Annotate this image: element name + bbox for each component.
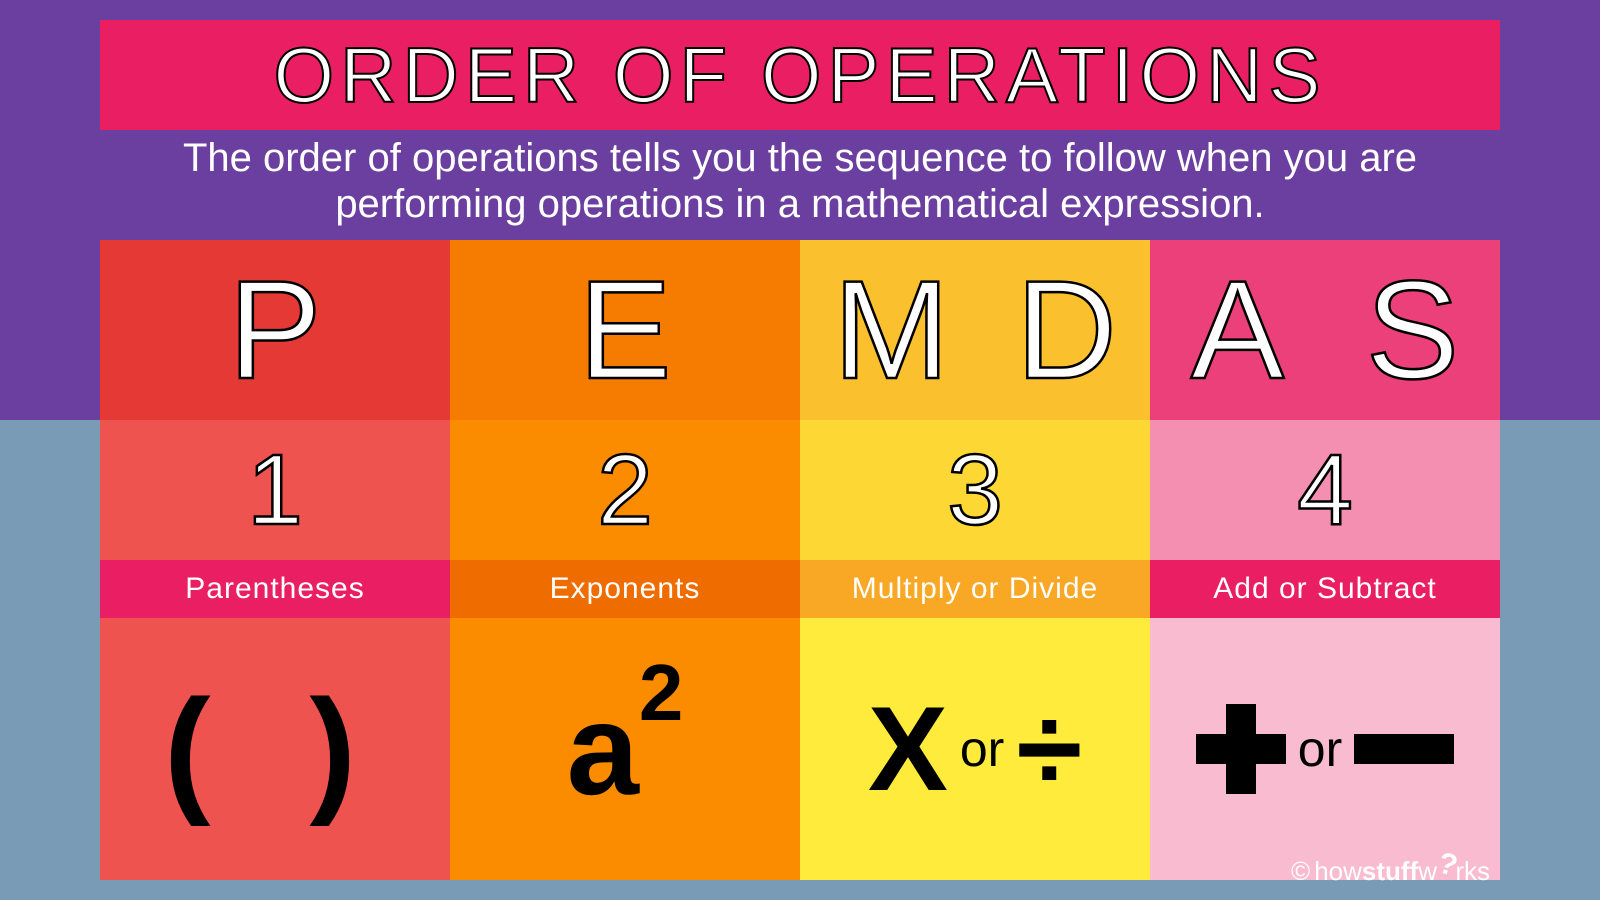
letter-row: P [100,240,450,420]
credit-line: © howstuffw?rks [1291,854,1490,888]
credit-bold: stuff [1362,856,1418,886]
symbol-row: a2 [450,618,800,880]
operation-label: Multiply or Divide [852,572,1098,606]
pemdas-letter: P [228,249,321,411]
pemdas-letter: S [1366,249,1459,411]
pemdas-column-1: P 1 Parentheses ( ) [100,240,450,880]
pemdas-letter: D [1016,249,1117,411]
symbol-row: ( ) [100,618,450,880]
letter-row: AS [1150,240,1500,420]
credit-prefix: how [1314,856,1362,886]
operation-label: Parentheses [185,572,364,606]
number-row: 4 [1150,420,1500,560]
title-band: ORDER OF OPERATIONS [100,20,1500,130]
step-number: 4 [1297,433,1353,548]
step-number: 1 [247,433,303,548]
minus-icon [1354,734,1454,764]
credit-suffix2: rks [1455,856,1490,886]
symbol-row: or [1150,618,1500,880]
divide-icon: ÷ [1016,680,1082,818]
infographic-page: ORDER OF OPERATIONS The order of operati… [0,0,1600,900]
parentheses-icon: ( ) [164,668,386,830]
plus-icon [1196,704,1286,794]
copyright-symbol: © [1291,856,1310,887]
multiply-icon: X [868,680,948,818]
pemdas-letter: M [833,249,950,411]
or-text: or [1298,720,1342,778]
number-row: 2 [450,420,800,560]
pemdas-grid: P1Parentheses( )E2Exponentsa2MD3Multiply… [100,240,1500,880]
number-row: 1 [100,420,450,560]
label-row: Exponents [450,560,800,618]
pemdas-letter: E [578,249,671,411]
step-number: 2 [597,433,653,548]
or-text: or [960,720,1004,778]
pemdas-letter: A [1191,249,1284,411]
label-row: Parentheses [100,560,450,618]
subtitle-text: The order of operations tells you the se… [100,135,1500,227]
step-number: 3 [947,433,1003,548]
symbol-row: Xor÷ [800,618,1150,880]
operation-label: Exponents [550,572,701,606]
operation-label: Add or Subtract [1213,572,1436,606]
letter-row: E [450,240,800,420]
pemdas-column-4: AS4Add or Subtractor [1150,240,1500,880]
pemdas-column-2: E 2 Exponents a2 [450,240,800,880]
letter-row: MD [800,240,1150,420]
label-row: Add or Subtract [1150,560,1500,618]
pemdas-column-3: MD3Multiply or DivideXor÷ [800,240,1150,880]
credit-suffix1: w [1418,856,1437,886]
title-text: ORDER OF OPERATIONS [274,30,1327,121]
exponent-icon: a2 [567,674,684,824]
number-row: 3 [800,420,1150,560]
label-row: Multiply or Divide [800,560,1150,618]
